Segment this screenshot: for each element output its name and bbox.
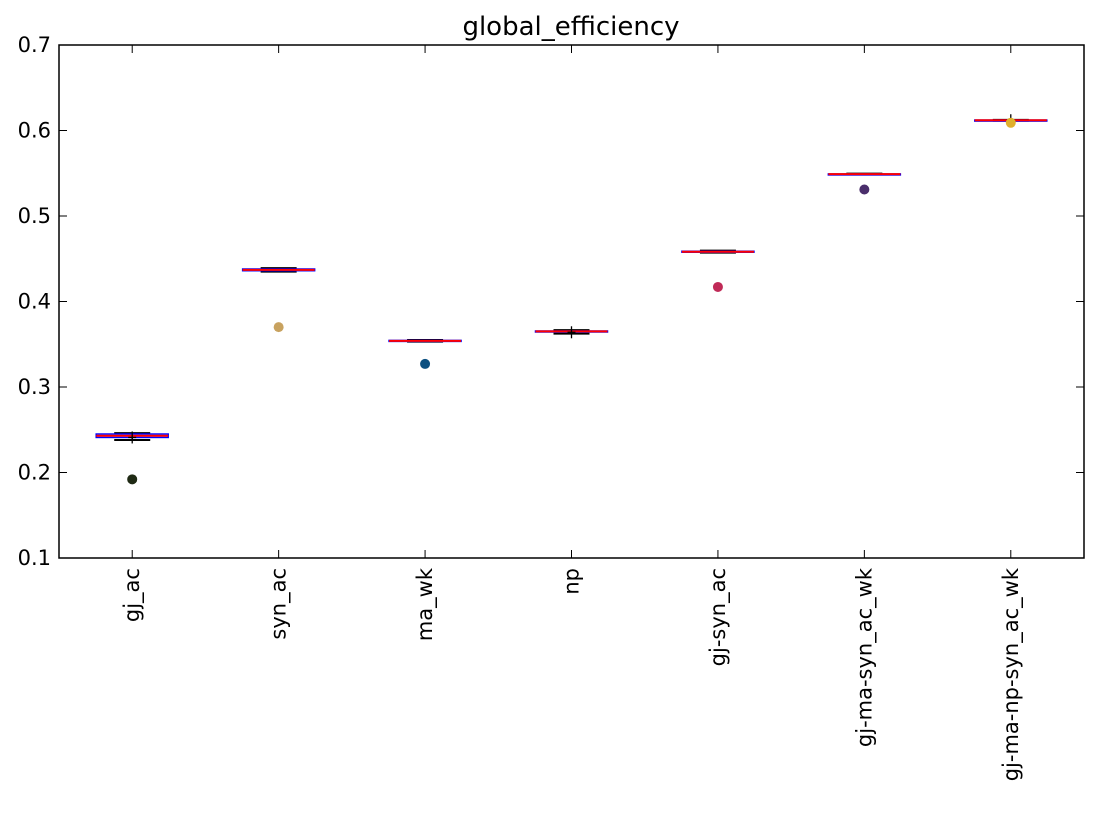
y-tick-label: 0.2 <box>18 461 51 485</box>
x-tick-label-np: np <box>560 568 584 595</box>
x-tick-label-gj-ma-syn_ac_wk: gj-ma-syn_ac_wk <box>852 567 877 747</box>
x-tick-label-gj_ac: gj_ac <box>120 568 145 622</box>
y-tick-label: 0.3 <box>18 375 51 399</box>
y-tick-label: 0.7 <box>18 33 51 57</box>
x-tick-label-gj-ma-np-syn_ac_wk: gj-ma-np-syn_ac_wk <box>999 567 1024 781</box>
axes-layer: 0.1 0.2 0.3 0.4 0.5 0.6 0.7 gj_ac syn_ac ma_wk np g… <box>18 33 1084 781</box>
data-point-gj_ac <box>127 474 138 485</box>
x-tick-label-gj-syn_ac: gj-syn_ac <box>706 568 731 666</box>
data-point-syn_ac <box>273 322 284 333</box>
y-tick-label: 0.5 <box>18 204 51 228</box>
y-tick-label: 0.6 <box>18 119 51 143</box>
chart-title: global_efficiency <box>462 12 679 42</box>
x-tick-label-ma_wk: ma_wk <box>413 567 438 641</box>
flier-mark <box>567 326 576 339</box>
box-group-ma_wk <box>388 338 462 343</box>
box-group-syn_ac <box>241 267 316 273</box>
data-point-ma_wk <box>420 358 431 369</box>
box-group-gj-ma-syn_ac_wk <box>827 172 902 176</box>
plot-frame <box>58 44 1085 559</box>
y-tick-label: 0.4 <box>18 290 51 314</box>
box-group-gj-syn_ac <box>681 249 755 254</box>
flier-mark <box>128 431 137 444</box>
data-point-gj-ma-syn_ac_wk <box>859 184 870 195</box>
data-point-gj-syn_ac <box>712 281 723 292</box>
y-tick-label: 0.1 <box>18 546 51 570</box>
marks-layer <box>95 114 1048 485</box>
x-tick-label-syn_ac: syn_ac <box>267 568 292 640</box>
data-point-gj-ma-np-syn_ac_wk <box>1005 117 1016 128</box>
